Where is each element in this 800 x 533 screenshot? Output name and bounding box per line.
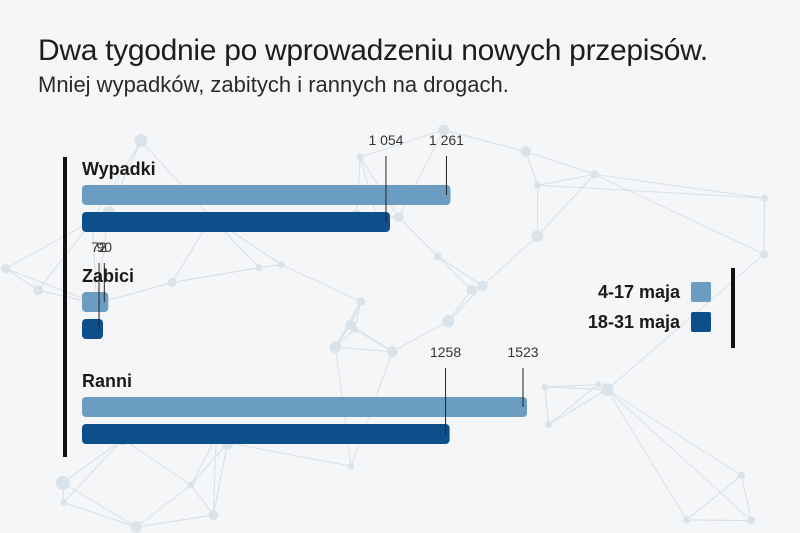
category-label: Zabici (82, 266, 134, 286)
page-title: Dwa tygodnie po wprowadzeniu nowych prze… (38, 34, 708, 67)
value-label: 1 054 (368, 132, 403, 148)
network-node (345, 319, 356, 330)
bar-period-2 (82, 212, 390, 232)
value-label: 1523 (507, 344, 538, 360)
network-node (33, 285, 44, 296)
network-node (393, 212, 404, 222)
network-node (130, 521, 142, 533)
category-label: Ranni (82, 371, 132, 391)
value-label: 1258 (430, 344, 461, 360)
network-node (187, 481, 195, 489)
network-node (55, 476, 70, 490)
network-node (442, 315, 455, 328)
network-node (760, 250, 769, 259)
bar-period-1 (82, 185, 451, 205)
value-label: 90 (97, 239, 113, 255)
network-node (433, 252, 442, 261)
network-node (600, 383, 614, 396)
value-label: 1 261 (429, 132, 464, 148)
network-node (520, 146, 532, 157)
network-node (0, 263, 11, 274)
legend-swatch (691, 312, 711, 332)
bar-period-2 (82, 424, 450, 444)
legend-swatch (691, 282, 711, 302)
network-node (590, 170, 599, 179)
bar-period-1 (82, 397, 527, 417)
page-subtitle: Mniej wypadków, zabitych i rannych na dr… (38, 72, 509, 97)
network-node (60, 499, 67, 506)
network-node (356, 153, 364, 161)
network-node (438, 124, 450, 136)
network-node (594, 381, 601, 388)
bar-period-2 (82, 319, 104, 339)
network-node (347, 463, 355, 470)
network-node (134, 134, 148, 148)
network-node (329, 341, 342, 354)
network-node (534, 181, 542, 189)
legend-label: 18-31 maja (588, 312, 681, 332)
network-node (277, 260, 286, 269)
bar-period-1 (82, 292, 109, 312)
network-node (531, 230, 544, 242)
network-node (167, 277, 177, 288)
network-node (737, 471, 746, 480)
network-node (545, 421, 553, 428)
network-node (760, 194, 769, 202)
network-node (683, 516, 691, 524)
network-node (208, 510, 219, 520)
network-node (255, 264, 263, 271)
network-node (541, 383, 548, 391)
network-node (386, 346, 398, 357)
value-label: 72 (91, 239, 107, 255)
category-label: Wypadki (82, 159, 156, 179)
network-node (747, 516, 756, 525)
network-node (477, 280, 488, 292)
network-node (466, 284, 477, 295)
legend-label: 4-17 maja (598, 282, 681, 302)
network-node (356, 297, 366, 306)
